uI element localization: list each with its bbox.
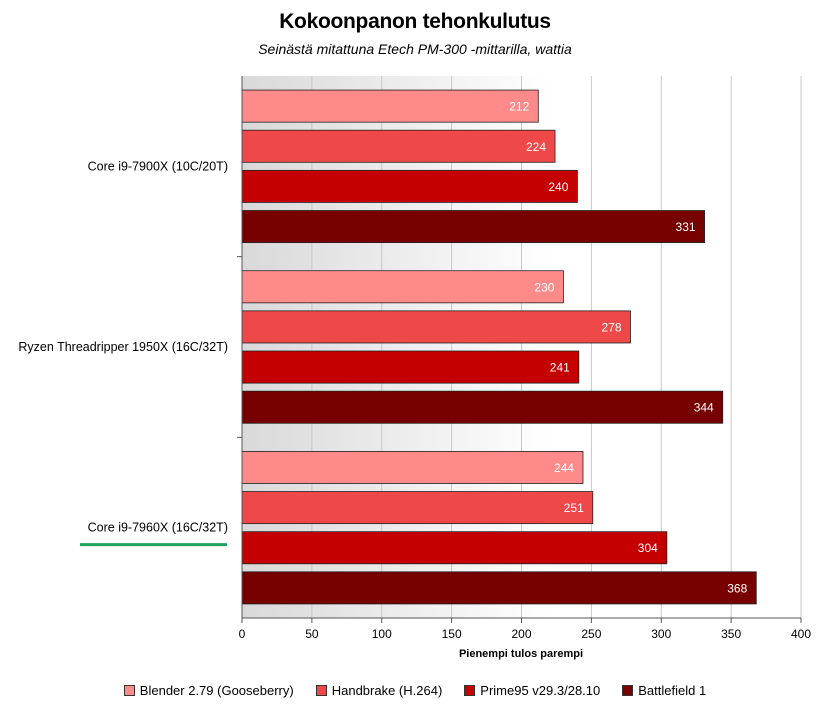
- data-label: 278: [601, 320, 621, 334]
- data-label: 368: [727, 581, 747, 595]
- bar: [241, 129, 556, 163]
- bar: [241, 89, 539, 123]
- x-axis-label: Pienempi tulos parempi: [459, 648, 583, 660]
- legend-label: Prime95 v29.3/28.10: [480, 683, 601, 698]
- x-tick-label: 350: [721, 627, 741, 641]
- x-tick-label: 0: [239, 627, 246, 641]
- data-label: 251: [564, 501, 584, 515]
- bar: [241, 270, 564, 304]
- bar: [241, 310, 631, 344]
- legend-swatch: [464, 685, 476, 696]
- bar: [241, 531, 668, 565]
- x-tick-label: 300: [651, 627, 671, 641]
- x-tick-label: 150: [442, 627, 462, 641]
- data-label: 230: [534, 280, 554, 294]
- chart-title: Kokoonpanon tehonkulutus: [279, 10, 551, 33]
- bar: [241, 169, 578, 203]
- legend-item: Prime95 v29.3/28.10: [464, 683, 600, 698]
- x-tick-label: 400: [791, 627, 811, 641]
- data-label: 241: [550, 361, 570, 375]
- legend-label: Blender 2.79 (Gooseberry): [139, 683, 294, 698]
- data-label: 240: [548, 180, 568, 194]
- legend-swatch: [123, 685, 135, 696]
- chart-subtitle: Seinästä mitattuna Etech PM-300 -mittari…: [258, 41, 572, 57]
- data-label: 224: [526, 140, 546, 154]
- legend-item: Battlefield 1: [622, 683, 706, 698]
- data-label: 244: [554, 461, 574, 475]
- category-label: Core i9-7900X (10C/20T): [88, 159, 228, 173]
- legend-label: Battlefield 1: [638, 683, 707, 698]
- data-label: 344: [694, 401, 714, 415]
- legend-item: Blender 2.79 (Gooseberry): [123, 683, 294, 698]
- data-label: 331: [676, 220, 696, 234]
- bar: [241, 571, 757, 605]
- bar: [241, 390, 724, 424]
- data-label: 212: [509, 100, 529, 114]
- x-tick-label: 50: [305, 627, 319, 641]
- bar: [241, 491, 594, 525]
- data-label: 304: [638, 541, 658, 555]
- category-label: Core i9-7960X (16C/32T): [88, 521, 228, 535]
- legend: Blender 2.79 (Gooseberry) Handbrake (H.26…: [0, 683, 830, 698]
- legend-swatch: [622, 685, 634, 696]
- legend-label: Handbrake (H.264): [331, 683, 443, 698]
- category-label: Ryzen Threadripper 1950X (16C/32T): [18, 340, 228, 354]
- x-tick-label: 100: [372, 627, 392, 641]
- bar: [241, 350, 580, 384]
- legend-item: Handbrake (H.264): [315, 683, 443, 698]
- x-tick-label: 250: [581, 627, 601, 641]
- x-tick-label: 200: [511, 627, 531, 641]
- bar: [241, 450, 584, 484]
- bar: [241, 210, 705, 244]
- legend-swatch: [315, 685, 327, 696]
